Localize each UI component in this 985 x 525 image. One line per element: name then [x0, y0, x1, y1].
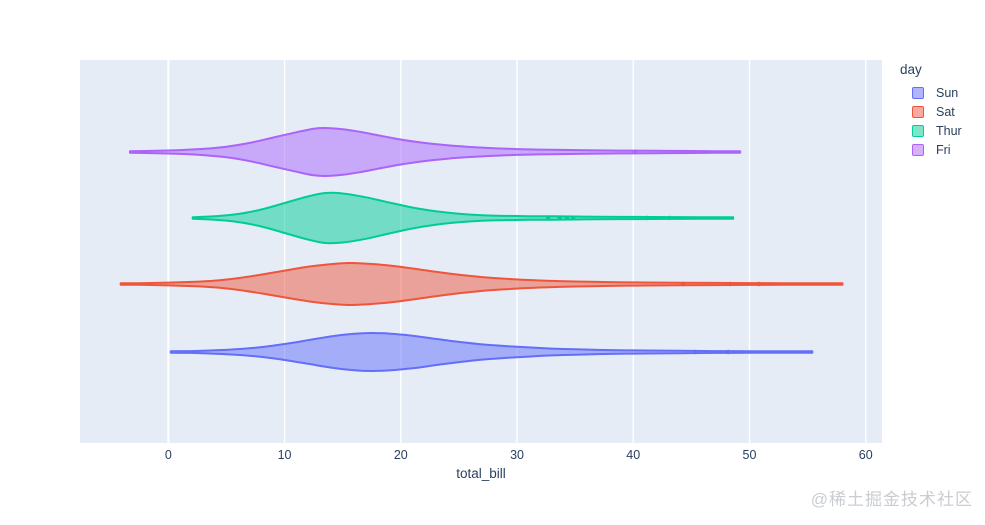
legend-title: day — [900, 62, 922, 77]
legend-item-thur[interactable]: Thur — [898, 121, 982, 140]
x-axis-title: total_bill — [456, 466, 506, 481]
legend-label: Sat — [936, 104, 955, 119]
x-tick-label: 0 — [164, 448, 172, 462]
x-tick-label: 50 — [742, 448, 757, 462]
legend-swatch-icon[interactable] — [912, 143, 924, 156]
legend-item-sat[interactable]: Sat — [898, 102, 982, 121]
violin-sun[interactable] — [169, 332, 814, 372]
data-point-thur[interactable] — [545, 215, 551, 221]
violin-thur[interactable] — [191, 191, 735, 245]
legend-item-sun[interactable]: Sun — [898, 83, 982, 102]
x-tick-label: 60 — [858, 448, 873, 462]
legend-item-fri[interactable]: Fri — [898, 140, 982, 159]
violin-sat[interactable] — [119, 261, 844, 307]
data-point-fri[interactable] — [633, 149, 638, 155]
data-point-sat[interactable] — [681, 281, 686, 287]
data-point-sat[interactable] — [756, 281, 762, 287]
data-point-thur[interactable] — [570, 215, 576, 221]
x-tick-label: 30 — [510, 448, 524, 462]
legend-swatch-icon[interactable] — [912, 105, 924, 118]
data-point-thur[interactable] — [667, 215, 672, 221]
legend-swatch-icon[interactable] — [912, 86, 924, 99]
data-point-thur[interactable] — [644, 215, 650, 221]
violin-fri[interactable] — [129, 126, 742, 178]
legend-label: Fri — [936, 142, 951, 157]
watermark: @稀土掘金技术社区 — [810, 490, 973, 509]
legend: day Sun Sat Thur Fri — [898, 62, 982, 159]
x-tick-label: 40 — [626, 448, 641, 462]
legend-items: Sun Sat Thur Fri — [898, 83, 982, 159]
x-tick-label: 20 — [393, 448, 408, 462]
x-tick-label: 10 — [277, 448, 292, 462]
data-point-thur[interactable] — [557, 215, 563, 221]
data-point-thur[interactable] — [564, 215, 570, 221]
legend-label: Thur — [936, 123, 962, 138]
data-point-sun[interactable] — [693, 349, 698, 355]
legend-label: Sun — [936, 85, 959, 100]
data-point-sun[interactable] — [726, 349, 731, 355]
plot-area[interactable] — [80, 60, 882, 443]
legend-swatch-icon[interactable] — [912, 124, 924, 137]
data-point-sat[interactable] — [727, 281, 733, 287]
